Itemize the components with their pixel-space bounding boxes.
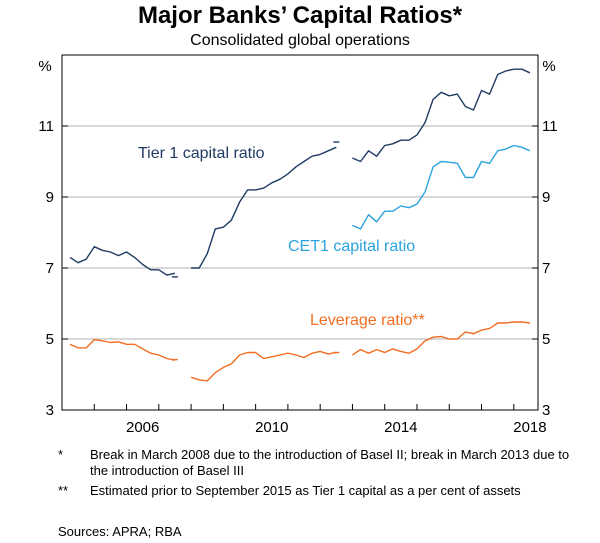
y-tick-label-right: 7 [542, 260, 550, 277]
y-tick-label-right: 9 [542, 189, 550, 206]
plot-frame [61, 54, 539, 411]
footnote-text: Break in March 2008 due to the introduct… [90, 447, 570, 478]
series-line-0 [352, 68, 531, 163]
footnotes: * Break in March 2008 due to the introdu… [58, 447, 578, 503]
series-line-0 [69, 245, 176, 276]
y-axis-right: 3 5 7 9 11 [532, 118, 558, 419]
y-tick-label-left: 5 [46, 331, 54, 348]
y-tick-label-right: 11 [542, 118, 558, 135]
cet1-label: CET1 capital ratio [288, 238, 415, 255]
gridlines [62, 125, 538, 340]
y-tick-label-left: 9 [46, 189, 54, 206]
tier1-label: Tier 1 capital ratio [138, 145, 265, 162]
series-line-1 [352, 144, 531, 230]
sources: Sources: APRA; RBA [58, 524, 182, 539]
footnote-mark: * [58, 447, 64, 462]
series-line-0 [191, 146, 337, 269]
y-tick-label-right: 3 [542, 402, 550, 419]
x-tick-label: 2010 [255, 419, 288, 436]
y-tick-label-left: 7 [46, 260, 54, 277]
x-axis: 2006 2010 2014 2018 [61, 404, 547, 436]
leverage-label: Leverage ratio** [310, 312, 425, 329]
y-tick-label-left: 3 [46, 402, 54, 419]
y-axis-left-unit: % [38, 58, 51, 75]
series-line-2 [190, 350, 337, 382]
y-axis-right-unit: % [542, 58, 555, 75]
y-axis-left: 3 5 7 9 11 [38, 118, 68, 419]
footnote-mark: ** [58, 483, 69, 498]
footnote-leverage-estimate: ** Estimated prior to September 2015 as … [58, 483, 578, 499]
series-lines [69, 68, 531, 382]
x-tick-label: 2018 [513, 419, 546, 436]
chart-title: Major Banks’ Capital Ratios* [137, 2, 463, 29]
y-tick-label-left: 11 [38, 118, 54, 135]
y-tick-label-right: 5 [542, 331, 550, 348]
series-line-2 [352, 321, 530, 356]
x-tick-label: 2014 [384, 419, 417, 436]
series-line-2 [69, 339, 176, 361]
footnote-text: Estimated prior to September 2015 as Tie… [90, 483, 521, 498]
x-tick-label: 2006 [126, 419, 159, 436]
footnote-basel-break: * Break in March 2008 due to the introdu… [58, 447, 578, 479]
capital-ratios-chart: 3 5 7 9 11 3 5 7 9 11 2006 2010 2014 2018 % % Tier … [38, 54, 558, 436]
chart-subtitle: Consolidated global operations [190, 32, 410, 49]
